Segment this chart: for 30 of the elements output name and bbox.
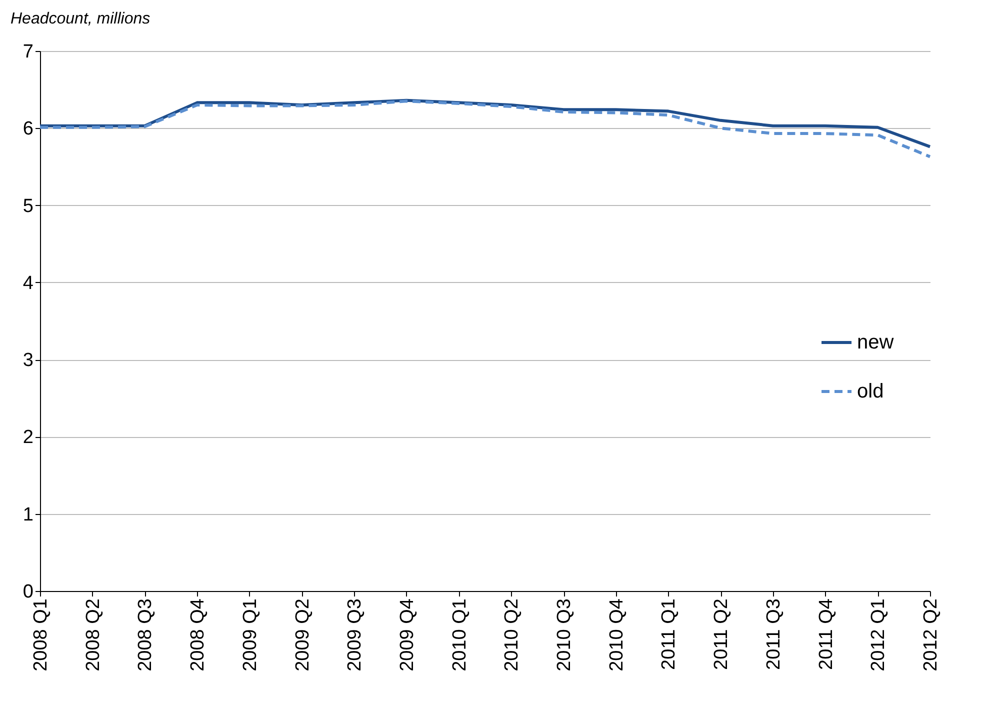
x-tick-label: 2008 Q1: [30, 598, 52, 672]
y-axis-title: Headcount, millions: [10, 10, 150, 28]
y-tick-label: 4: [22, 272, 34, 294]
legend-label: new: [857, 332, 894, 354]
x-tick-label: 2010 Q2: [502, 598, 523, 672]
x-tick-label: 2008 Q2: [82, 598, 104, 672]
x-tick-label: 2012 Q1: [868, 598, 890, 672]
x-tick-label: 2009 Q3: [344, 598, 366, 672]
x-tick-label: 2010 Q1: [449, 598, 470, 672]
x-tick-label: 2011 Q3: [763, 598, 784, 670]
x-tick-label: 2009 Q4: [396, 598, 418, 672]
x-tick-label: 2008 Q4: [188, 598, 209, 672]
x-tick-label: 2008 Q3: [135, 598, 156, 672]
y-tick-label: 6: [22, 118, 34, 140]
y-tick-label: 1: [22, 504, 34, 526]
x-tick-label: 2011 Q1: [658, 598, 680, 670]
line-series: [38, 100, 932, 158]
y-tick-label: 7: [22, 42, 34, 62]
legend-label: old: [857, 380, 884, 402]
x-tick-label: 2011 Q4: [816, 598, 837, 670]
x-tick-label: 2010 Q4: [606, 598, 628, 672]
y-tick-label: 5: [22, 196, 34, 217]
x-tick-label: 2011 Q2: [711, 598, 732, 670]
y-tick-label: 0: [22, 582, 34, 602]
x-tick-label: 2009 Q2: [292, 598, 314, 672]
x-tick-label: 2010 Q3: [554, 598, 576, 672]
y-tick-label: 3: [22, 350, 34, 372]
x-tick-label: 2009 Q1: [240, 598, 261, 672]
x-tick-label: 2012 Q2: [920, 598, 942, 672]
y-tick-label: 2: [22, 427, 34, 448]
